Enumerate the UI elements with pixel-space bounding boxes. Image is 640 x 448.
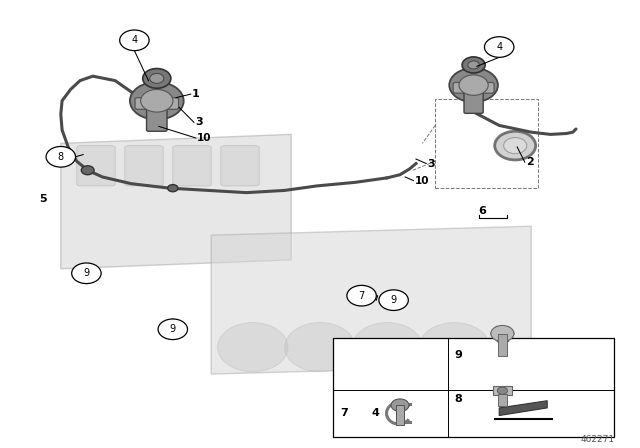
Text: 10: 10 — [197, 133, 212, 143]
Bar — [493, 386, 512, 395]
Text: 4: 4 — [496, 42, 502, 52]
Circle shape — [130, 82, 184, 120]
Circle shape — [347, 285, 376, 306]
Circle shape — [352, 323, 422, 372]
Circle shape — [120, 30, 149, 51]
Polygon shape — [61, 134, 291, 269]
Bar — [498, 394, 507, 406]
Text: 4: 4 — [131, 35, 138, 45]
Text: 3: 3 — [428, 159, 435, 168]
Circle shape — [285, 323, 355, 372]
Circle shape — [141, 90, 173, 112]
Circle shape — [143, 69, 171, 88]
Bar — [396, 405, 404, 425]
Text: 3: 3 — [195, 117, 203, 127]
FancyBboxPatch shape — [135, 98, 179, 109]
Circle shape — [449, 68, 498, 102]
FancyBboxPatch shape — [125, 146, 163, 186]
Text: 9: 9 — [83, 268, 90, 278]
Text: 8: 8 — [58, 152, 64, 162]
Circle shape — [419, 323, 490, 372]
Text: 6: 6 — [479, 206, 486, 215]
Text: 5: 5 — [40, 194, 47, 204]
Circle shape — [72, 263, 101, 284]
Circle shape — [495, 131, 536, 160]
Circle shape — [484, 37, 514, 57]
Circle shape — [168, 185, 178, 192]
Bar — [498, 334, 507, 356]
Polygon shape — [211, 226, 531, 374]
Circle shape — [468, 61, 479, 69]
Circle shape — [391, 399, 409, 411]
Circle shape — [81, 166, 94, 175]
Circle shape — [218, 323, 288, 372]
Circle shape — [459, 75, 488, 95]
Bar — [333, 338, 614, 437]
FancyBboxPatch shape — [173, 146, 211, 186]
Circle shape — [497, 387, 508, 394]
Circle shape — [462, 57, 485, 73]
FancyBboxPatch shape — [464, 88, 483, 113]
Polygon shape — [499, 401, 547, 416]
FancyBboxPatch shape — [77, 146, 115, 186]
Text: 462271: 462271 — [580, 435, 614, 444]
Text: 9: 9 — [390, 295, 397, 305]
Circle shape — [504, 138, 527, 154]
Text: 7: 7 — [358, 291, 365, 301]
Text: 8: 8 — [454, 394, 462, 404]
Text: 9: 9 — [454, 350, 462, 360]
Text: 7: 7 — [340, 408, 348, 418]
Text: 4: 4 — [371, 408, 379, 418]
Circle shape — [379, 290, 408, 310]
Circle shape — [158, 319, 188, 340]
Text: 9: 9 — [170, 324, 176, 334]
FancyBboxPatch shape — [221, 146, 259, 186]
Text: 10: 10 — [415, 176, 429, 185]
FancyBboxPatch shape — [453, 82, 494, 93]
Text: 1: 1 — [192, 89, 200, 99]
Text: 2: 2 — [526, 157, 534, 167]
Circle shape — [491, 325, 514, 341]
Circle shape — [150, 73, 164, 83]
FancyBboxPatch shape — [147, 104, 167, 131]
Circle shape — [46, 146, 76, 167]
